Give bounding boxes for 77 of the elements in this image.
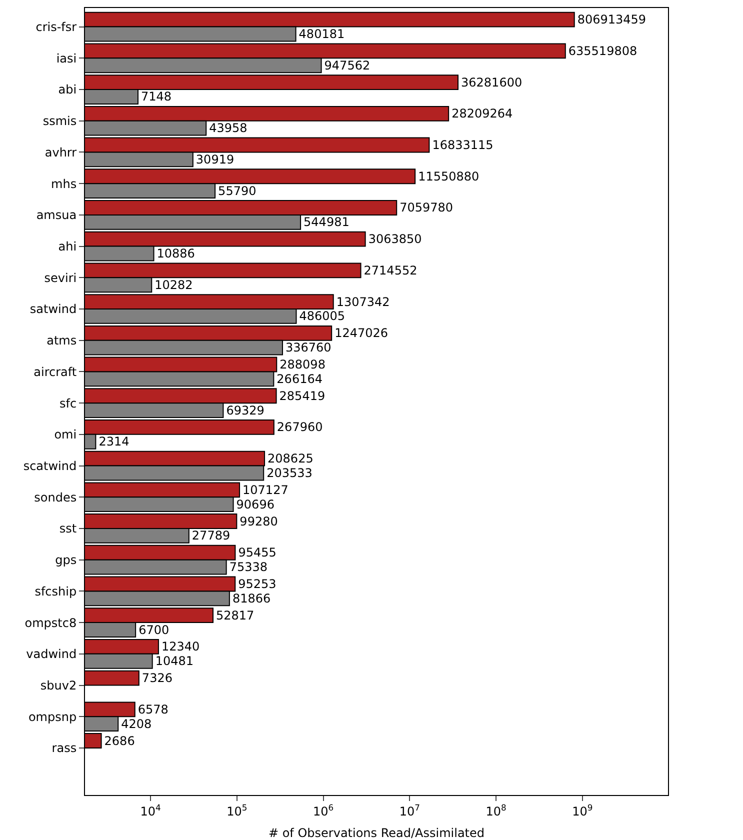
data-label: 2314	[98, 434, 130, 449]
data-label: 10886	[156, 246, 195, 261]
y-tick-label: aircraft	[34, 364, 77, 379]
data-label: 90696	[236, 497, 274, 512]
data-label: 107127	[242, 482, 288, 497]
data-label: 95253	[238, 576, 276, 591]
y-tick-label: ahi	[58, 239, 77, 254]
y-tick-label: gps	[55, 553, 77, 568]
data-label: 28209264	[452, 106, 513, 121]
y-tick-label: sst	[59, 522, 77, 536]
data-label: 6700	[138, 622, 170, 637]
data-label: 52817	[216, 608, 254, 622]
data-label: 43958	[209, 121, 248, 136]
data-label: 1307342	[336, 294, 390, 309]
y-tick-label: satwind	[30, 302, 77, 316]
y-tick-label: cris-fsr	[36, 20, 77, 34]
data-label: 635519808	[568, 44, 638, 58]
data-label: 203533	[266, 466, 312, 480]
data-label: 285419	[279, 388, 326, 403]
data-label: 208625	[268, 452, 314, 466]
y-tick-label: ssmis	[42, 114, 77, 128]
y-tick-label: ompsnp	[28, 710, 77, 724]
data-label: 27789	[192, 528, 230, 543]
data-label: 10481	[155, 654, 194, 668]
data-label: 544981	[304, 215, 350, 230]
data-label: 16833115	[432, 138, 494, 152]
data-label: 336760	[285, 340, 332, 355]
y-tick-label: omi	[54, 428, 77, 442]
y-tick-label: atms	[46, 334, 77, 348]
data-label: 95455	[238, 546, 276, 560]
x-tick-label: 10$^{6}$	[312, 802, 334, 818]
data-label: 30919	[196, 152, 234, 166]
data-label: 6578	[138, 702, 168, 716]
y-tick-label: sbuv2	[40, 678, 77, 692]
data-label: 7326	[142, 671, 172, 686]
data-label: 947562	[324, 58, 370, 72]
data-label: 1247026	[334, 326, 388, 340]
x-tick-label: 10$^{8}$	[486, 802, 506, 818]
data-label: 12340	[161, 640, 200, 654]
data-label: 10282	[154, 278, 193, 292]
x-tick-label: 10$^{9}$	[572, 802, 593, 818]
y-tick-label: rass	[52, 741, 77, 756]
y-tick-label: avhrr	[44, 145, 77, 160]
data-label: 81866	[232, 591, 271, 606]
data-label: 69329	[226, 403, 264, 418]
data-label: 266164	[276, 372, 322, 386]
data-label: 7059780	[400, 200, 454, 215]
data-label: 480181	[298, 27, 345, 42]
y-tick-label: sfc	[60, 396, 77, 410]
data-label: 806913459	[577, 12, 646, 27]
data-label: 267960	[276, 420, 323, 434]
y-tick-label: abi	[58, 82, 77, 97]
data-label: 4208	[121, 716, 152, 731]
y-tick-label: ompstc8	[24, 616, 77, 630]
data-label: 55790	[218, 184, 256, 198]
x-tick-label: 10$^{7}$	[399, 802, 420, 818]
x-tick-label: 10$^{5}$	[226, 802, 248, 818]
y-tick-label: amsua	[36, 208, 77, 222]
data-label: 99280	[240, 514, 278, 528]
x-axis-title: # of Observations Read/Assimilated	[268, 826, 485, 840]
y-tick-label: iasi	[56, 51, 77, 66]
data-label: 36281600	[461, 75, 522, 90]
data-label: 75338	[229, 560, 268, 574]
data-label: 3063850	[368, 232, 422, 246]
data-label: 486005	[299, 309, 346, 324]
data-label: 2714552	[364, 263, 418, 278]
data-label: 7148	[140, 90, 172, 104]
x-tick-label: 10$^{4}$	[140, 802, 161, 818]
y-tick-label: vadwind	[26, 647, 77, 662]
y-tick-label: sfcship	[34, 584, 77, 598]
y-tick-label: sondes	[34, 490, 77, 504]
data-label: 288098	[280, 358, 326, 372]
data-label: 2686	[104, 734, 135, 748]
y-tick-label: scatwind	[23, 458, 77, 473]
y-tick-label: seviri	[44, 270, 77, 285]
y-tick-label: mhs	[51, 176, 77, 191]
data-label: 11550880	[418, 169, 480, 184]
